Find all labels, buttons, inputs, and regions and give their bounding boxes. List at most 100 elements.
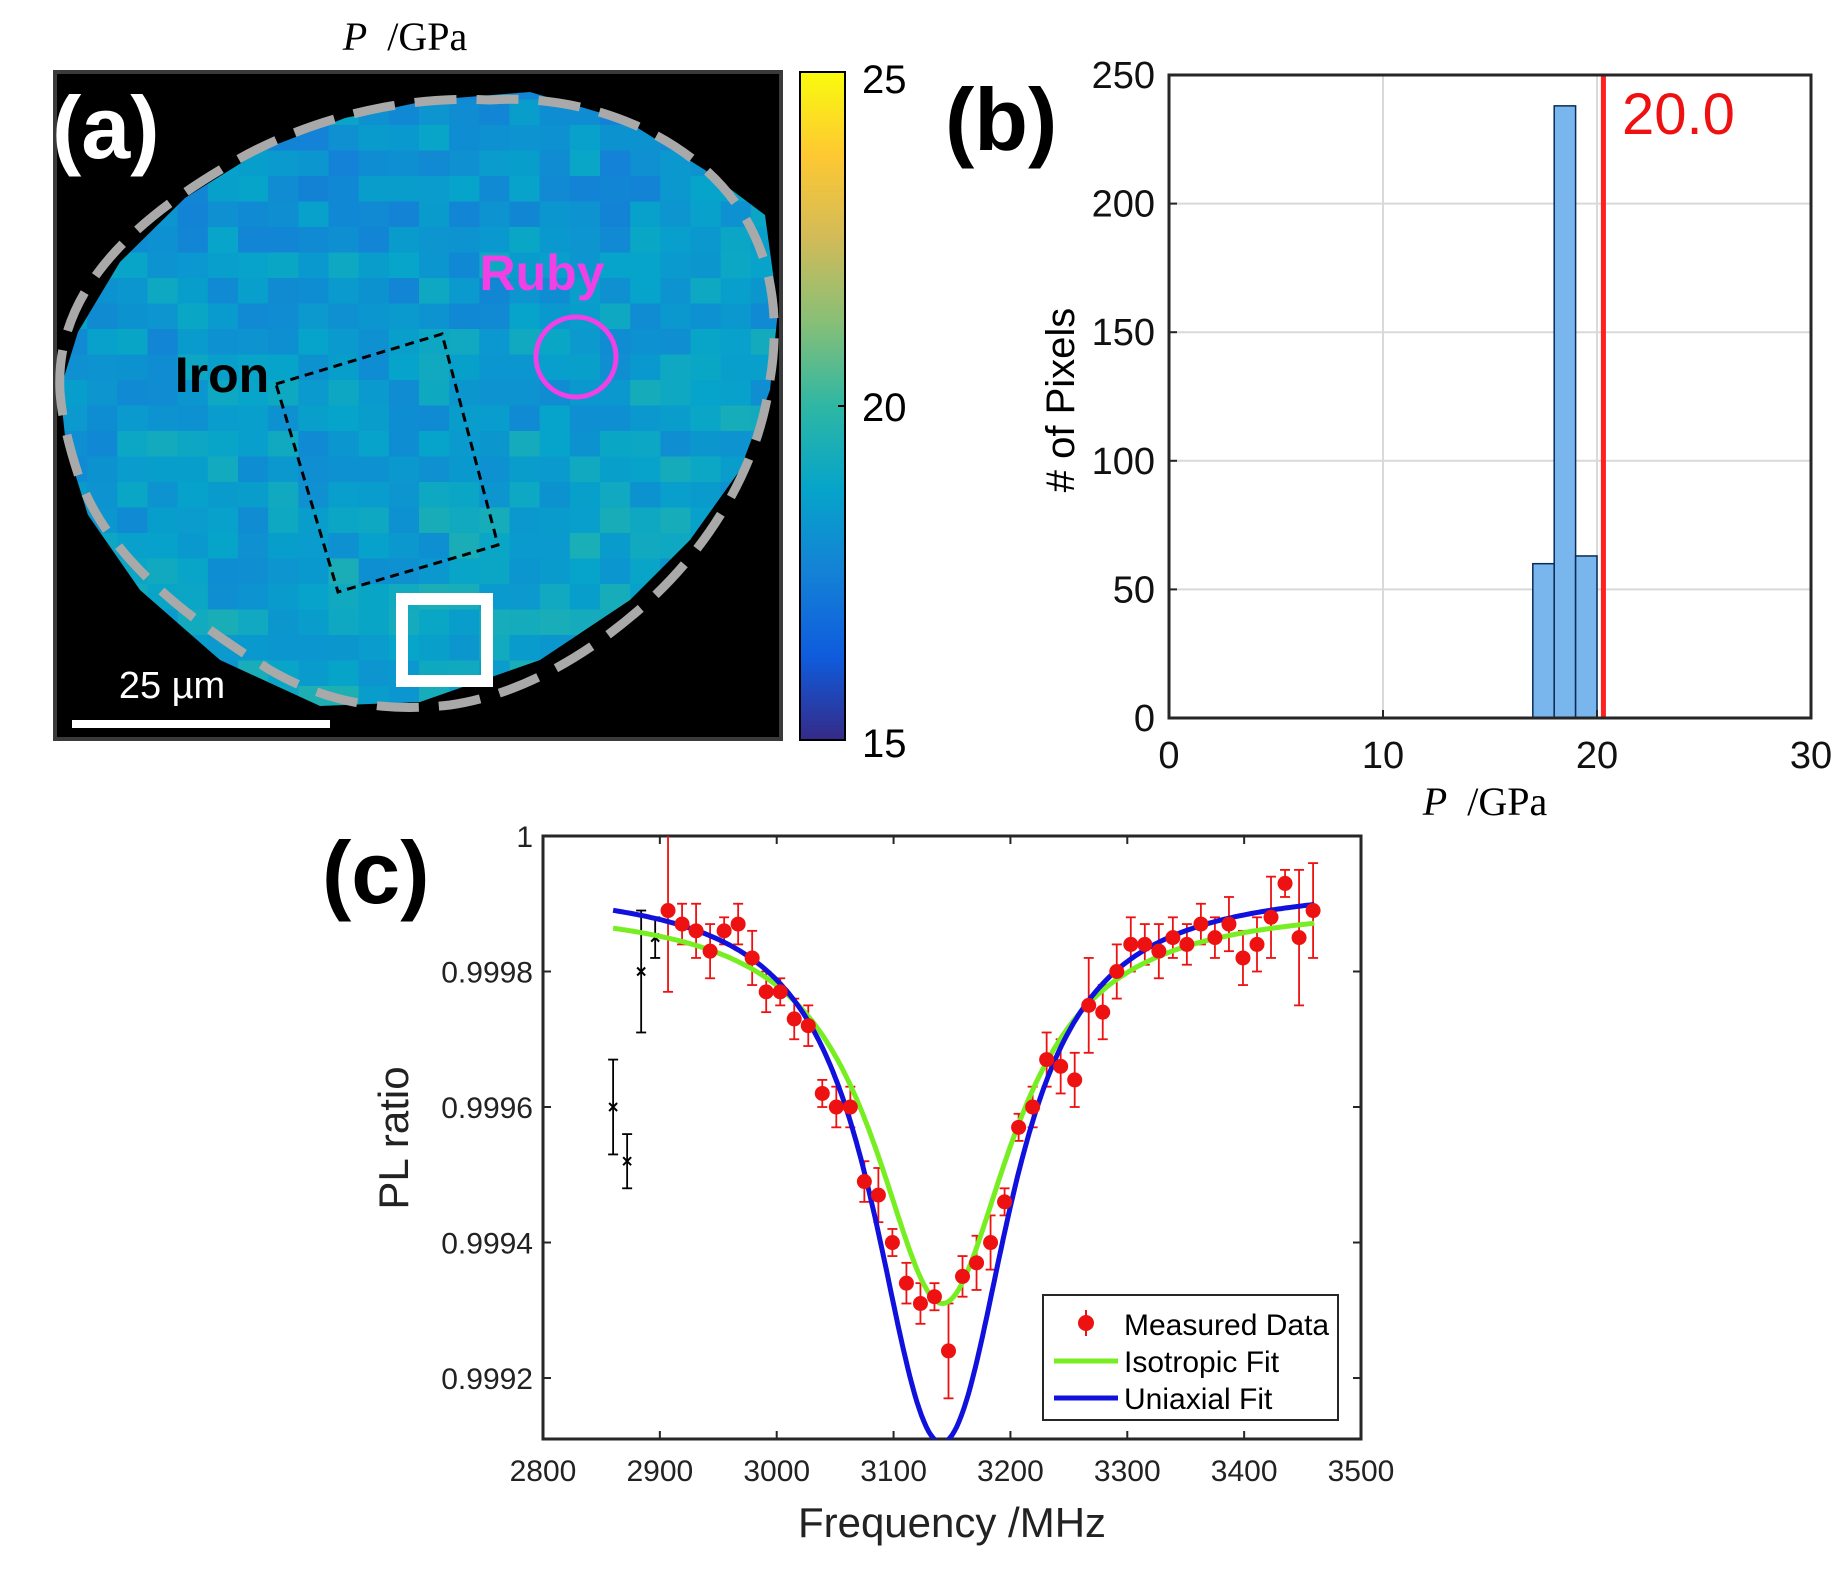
heatmap-cell [660,201,692,228]
data-point [674,916,690,932]
heatmap-cell [328,635,360,662]
heatmap-cell [449,125,480,152]
selected-pixel-box [396,593,493,687]
heatmap-cell [539,431,571,458]
x-tick-label: 2800 [510,1455,577,1488]
heatmap-cell [328,252,360,279]
data-point [955,1268,971,1284]
y-tick-label: 1 [516,821,533,854]
x-tick-label: 3300 [1094,1455,1161,1488]
heatmap-cell [600,150,631,177]
heatmap-cell [660,329,692,356]
plot-xlabel: Frequency /MHz [798,1499,1106,1546]
panel-a-title: P /GPa [342,14,468,59]
heatmap-cell [600,482,631,509]
heatmap-cell [388,558,420,585]
heatmap-cell [207,354,239,381]
heatmap-cell [207,482,239,509]
heatmap-cell [388,533,420,560]
heatmap-cell [117,303,149,330]
heatmap-cell [419,533,450,560]
heatmap-cell [298,176,330,203]
heatmap-cell [509,92,541,101]
heatmap-cell [298,431,330,458]
title-variable: P [342,14,367,59]
data-point [814,1085,830,1101]
heatmap-cell [539,558,571,585]
heatmap-cell [117,482,149,509]
data-point [1039,1052,1055,1068]
heatmap-cell [539,227,571,254]
heatmap-cell [449,252,480,279]
heatmap-cell [600,176,631,203]
heatmap-cell [630,201,661,228]
heatmap-cell [358,635,390,662]
data-point [926,1289,942,1305]
heatmap-cell [268,354,299,381]
heatmap-cell [388,176,420,203]
heatmap-cell [509,150,541,177]
heatmap-cell [328,125,360,152]
heatmap-cell [87,380,118,407]
y-tick-label: 0.9996 [441,1092,533,1125]
data-point [1291,930,1307,946]
heatmap-cell [238,431,269,458]
legend-uniaxial-label: Uniaxial Fit [1124,1383,1273,1416]
heatmap-cell [358,125,390,152]
heatmap-cell [268,278,299,305]
y-tick-label: 50 [1113,569,1155,611]
data-point [1249,936,1265,952]
heatmap-cell [630,456,661,483]
heatmap-cell [117,507,149,534]
iron-label: Iron [175,347,269,403]
heatmap-cell [479,176,511,203]
heatmap-cell [298,635,330,662]
heatmap-cell [419,635,450,662]
heatmap-cell [509,456,541,483]
heatmap-cell [238,584,269,611]
heatmap-cell [690,380,722,407]
heatmap-cell [238,380,269,407]
heatmap-cell [569,176,601,203]
heatmap-cell [479,252,511,279]
heatmap-cell [569,456,601,483]
heatmap-cell [177,533,209,560]
heatmap-cell [117,278,149,305]
heatmap-cell [660,176,692,203]
heatmap-cell [238,609,269,636]
heatmap-cell [388,405,420,432]
heatmap-cell [328,329,360,356]
heatmap-cell [660,431,692,458]
heatmap-cell [600,278,631,305]
heatmap-cell [268,584,299,611]
measured-points [660,875,1321,1359]
xlabel-unit: /GPa [1467,779,1547,824]
heatmap-cell [238,354,269,381]
y-tick-label: 250 [1092,55,1155,97]
heatmap-cell [479,456,511,483]
histogram-bar [1574,555,1598,719]
data-point [1179,936,1195,952]
data-point [1137,936,1153,952]
heatmap-cell [328,303,360,330]
heatmap-cell [358,176,390,203]
heatmap-cell [600,558,631,585]
heatmap-cell [509,584,541,611]
heatmap-cell [177,252,209,279]
data-point [702,943,718,959]
heatmap-cell [509,303,541,330]
heatmap-cell [479,354,511,381]
data-point [1109,964,1125,980]
heatmap-cell [298,329,330,356]
y-tick-label: 0.9992 [441,1363,533,1396]
heatmap-cell [238,329,269,356]
heatmap-cell [720,227,752,254]
heatmap-cell [600,125,631,152]
heatmap-cell [147,533,179,560]
heatmap-cell [298,227,330,254]
histogram-ylabel: # of Pixels [1039,308,1083,493]
heatmap-cell [690,329,722,356]
heatmap-cell [328,278,360,305]
data-point [1053,1058,1069,1074]
heatmap-cell [358,558,390,585]
